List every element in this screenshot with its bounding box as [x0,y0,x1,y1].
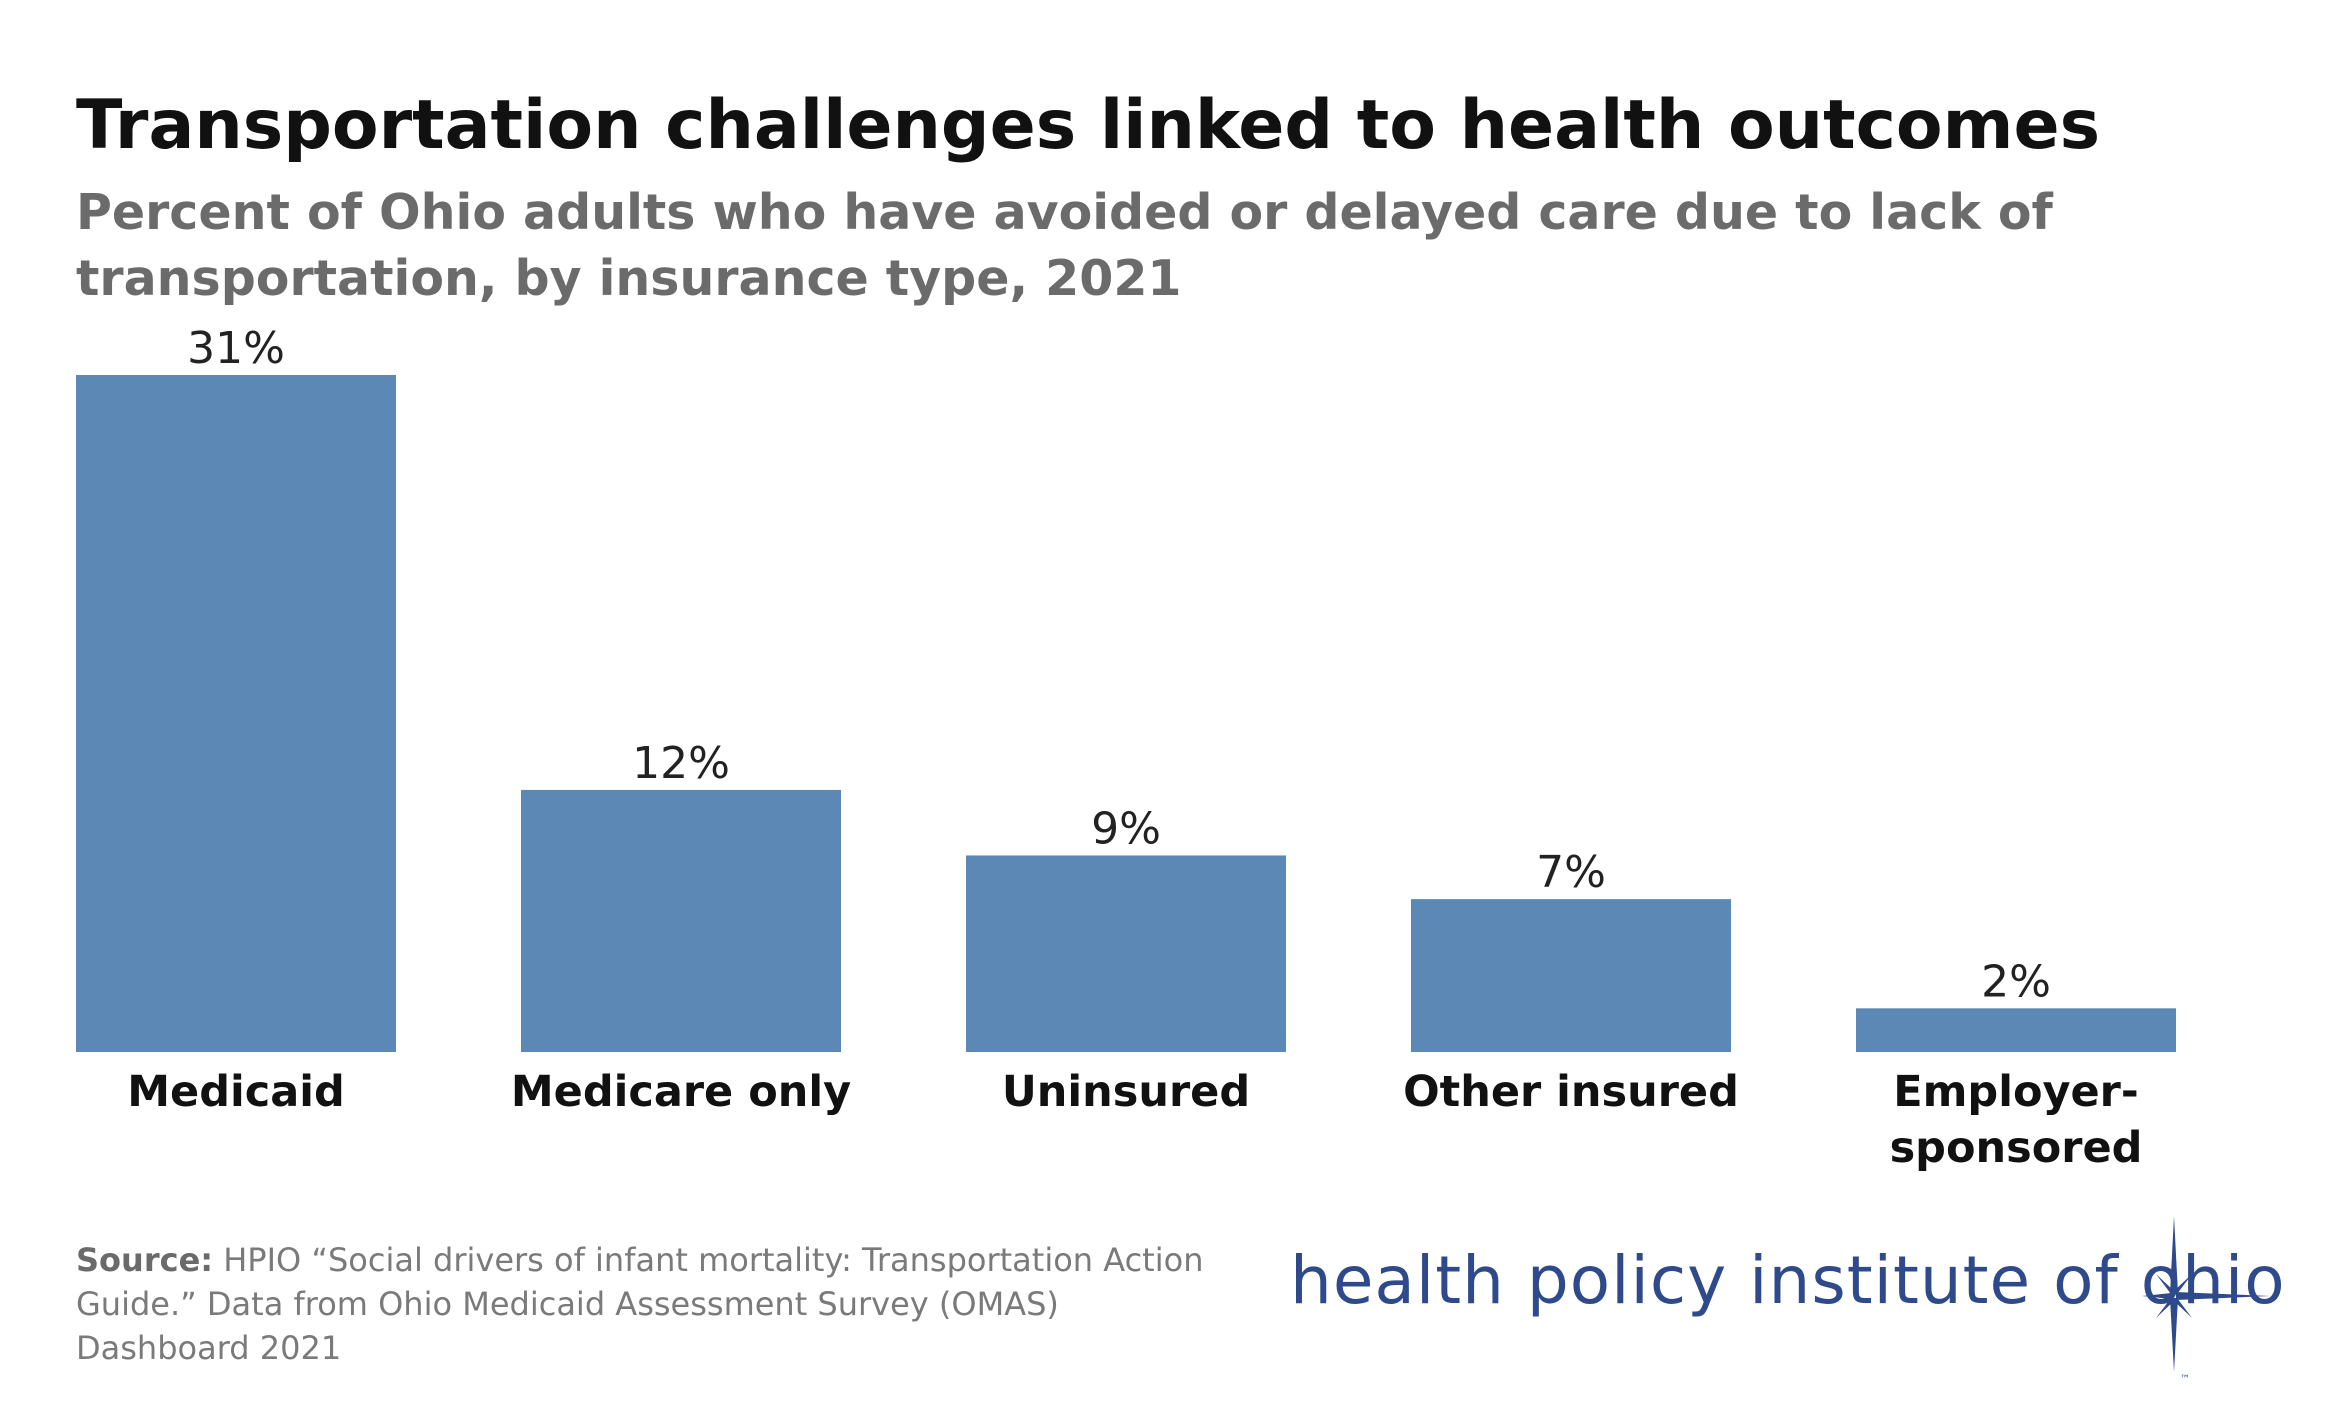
category-label-0: Medicaid [127,1067,345,1117]
category-label-2: Uninsured [1002,1067,1250,1117]
bar-3 [1411,899,1731,1052]
svg-text:™: ™ [2180,1374,2190,1385]
value-label-2: 9% [1091,803,1161,854]
bar-0 [76,375,396,1052]
bar-4 [1856,1008,2176,1052]
value-label-0: 31% [187,323,285,374]
category-label-3: Other insured [1403,1067,1739,1117]
source-text: HPIO “Social drivers of infant mortality… [76,1241,1204,1367]
logo-text: health policy institute of ohio [1290,1242,2286,1319]
value-label-4: 2% [1981,956,2051,1007]
value-label-3: 7% [1536,847,1606,898]
chart-title: Transportation challenges linked to heal… [76,86,2101,165]
source-note: Source: HPIO “Social drivers of infant m… [76,1238,1226,1370]
category-label-1: Medicare only [511,1067,851,1117]
value-label-1: 12% [632,738,730,789]
source-label: Source: [76,1241,214,1279]
chart-subtitle: Percent of Ohio adults who have avoided … [76,184,2053,307]
compass-star-icon: ™ [2142,1216,2270,1385]
category-label-4: Employer-sponsored [1890,1067,2143,1173]
hpio-logo: health policy institute of ohio ™ [1290,1216,2285,1386]
bar-2 [966,855,1286,1052]
bar-1 [521,789,841,1052]
